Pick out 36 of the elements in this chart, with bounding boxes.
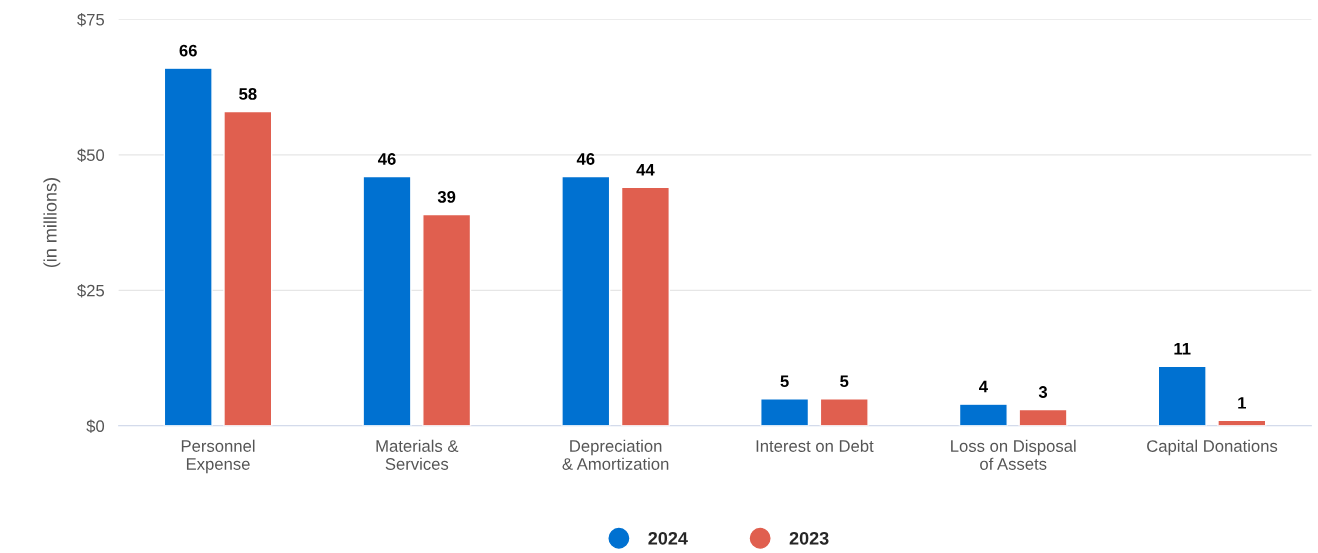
bar [422,213,472,426]
bar [223,110,273,426]
data-label: 1 [1238,397,1246,409]
bar [1018,408,1068,426]
y-tick-label: $25 [77,284,105,298]
x-tick-label: Loss on Disposal of Assets [951,439,1076,470]
data-label: 44 [636,164,655,176]
legend-label: 2024 [648,531,688,545]
x-tick-label: Materials & Services [376,439,459,470]
y-tick-label: $50 [77,148,105,163]
data-label: 5 [840,375,849,388]
data-label: 11 [1174,342,1191,355]
y-tick-label: $75 [77,13,105,27]
bar [760,398,810,426]
bar [1157,365,1207,426]
data-label: 46 [576,153,595,165]
y-axis-title: (in millions) [43,178,61,268]
data-label: 39 [437,191,456,203]
bar [163,67,213,426]
x-tick-label: Personnel Expense [181,439,255,474]
x-tick-label: Interest on Debt [756,439,874,452]
data-label: 3 [1038,386,1048,398]
y-tick-label: $0 [86,419,105,434]
bar [362,175,412,426]
data-label: 66 [179,44,197,57]
bar [958,403,1008,426]
bar [561,175,611,426]
data-label: 4 [979,380,988,393]
legend-label: 2023 [789,531,829,545]
bar [819,398,869,426]
x-tick-label: Depreciation & Amortization [562,439,669,470]
data-label: 5 [780,375,789,388]
bar [620,186,670,426]
x-tick-label: Capital Donations [1147,439,1278,456]
data-label: 58 [239,88,257,100]
data-label: 46 [377,153,396,165]
